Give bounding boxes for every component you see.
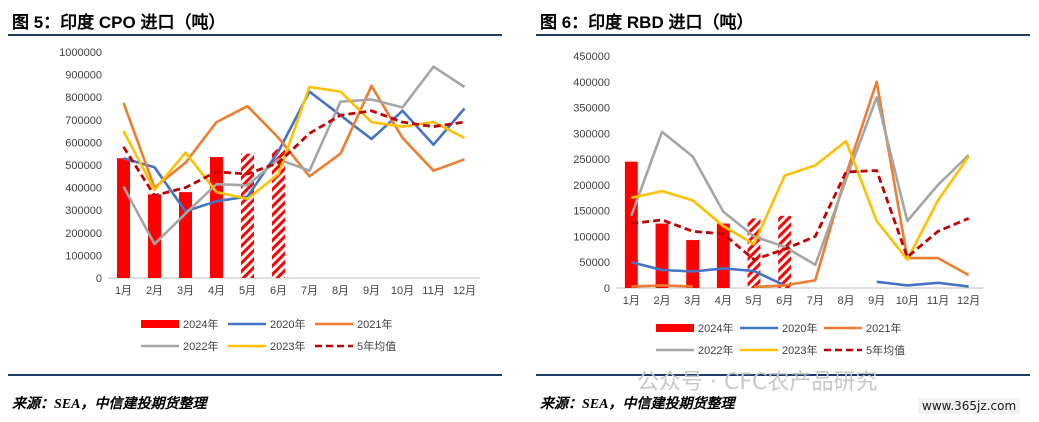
x-tick-label: 2月 bbox=[653, 295, 670, 307]
legend-label: 2020年 bbox=[270, 317, 305, 331]
bar-2024年 bbox=[716, 223, 730, 288]
x-tick-label: 6月 bbox=[776, 295, 793, 307]
chart-title: 图 6：印度 RBD 进口（吨） bbox=[540, 13, 754, 32]
title-divider bbox=[8, 34, 502, 36]
bar-2024年 bbox=[686, 240, 700, 288]
line-series-2023年 bbox=[631, 139, 970, 261]
y-tick-label: 900000 bbox=[65, 70, 102, 82]
x-tick-label: 2月 bbox=[146, 285, 163, 297]
chart-panel-cpo: 图 5：印度 CPO 进口（吨） 0 100000 200000 300000 4000… bbox=[8, 0, 508, 422]
y-tick-label: 0 bbox=[604, 283, 610, 295]
legend-swatch bbox=[656, 324, 694, 332]
legend-label: 2023年 bbox=[270, 339, 305, 353]
line-series-2021年 bbox=[631, 80, 970, 289]
x-tick-label: 8月 bbox=[332, 285, 349, 297]
bar-2024年 bbox=[147, 194, 162, 278]
chart-title: 图 5：印度 CPO 进口（吨） bbox=[12, 13, 226, 32]
y-tick-label: 100000 bbox=[573, 231, 610, 243]
bar-2024年 bbox=[778, 215, 792, 288]
y-tick-label: 150000 bbox=[573, 206, 610, 218]
x-tick-label: 12月 bbox=[957, 295, 980, 307]
y-tick-label: 400000 bbox=[573, 77, 610, 89]
y-tick-label: 0 bbox=[96, 273, 102, 285]
x-tick-label: 7月 bbox=[807, 295, 824, 307]
y-tick-label: 600000 bbox=[65, 137, 102, 149]
y-tick-label: 200000 bbox=[573, 180, 610, 192]
line-series-2022年 bbox=[630, 95, 970, 267]
legend-label: 2024年 bbox=[183, 317, 218, 331]
x-tick-label: 3月 bbox=[177, 285, 194, 297]
line-series-2020年 bbox=[123, 90, 466, 213]
legend-label: 2022年 bbox=[183, 339, 218, 353]
line-series-2020年 bbox=[630, 260, 969, 288]
y-tick-label: 350000 bbox=[573, 103, 610, 115]
x-tick-label: 9月 bbox=[363, 285, 380, 297]
legend-label: 5年均值 bbox=[866, 343, 905, 357]
bar-2024年 bbox=[271, 149, 286, 278]
x-tick-label: 5月 bbox=[239, 285, 256, 297]
y-tick-label: 300000 bbox=[65, 205, 102, 217]
x-tick-label: 10月 bbox=[896, 295, 919, 307]
y-tick-label: 1000000 bbox=[59, 47, 102, 59]
y-tick-label: 450000 bbox=[573, 51, 610, 63]
y-tick-label: 200000 bbox=[65, 228, 102, 240]
site-url: www.365jz.com bbox=[918, 398, 1021, 414]
x-tick-label: 3月 bbox=[684, 295, 701, 307]
legend-label: 2023年 bbox=[782, 343, 817, 357]
line-series-2023年 bbox=[122, 85, 466, 201]
y-tick-label: 100000 bbox=[65, 250, 102, 262]
cpo-import-chart: 0 100000 200000 300000 400000 500000 600000 700… bbox=[59, 47, 480, 353]
bar-2024年 bbox=[624, 161, 638, 288]
x-tick-label: 4月 bbox=[208, 285, 225, 297]
y-tick-label: 500000 bbox=[65, 160, 102, 172]
y-tick-label: 250000 bbox=[573, 154, 610, 166]
line-series-5年均值 bbox=[122, 109, 465, 197]
y-tick-label: 300000 bbox=[573, 128, 610, 140]
y-tick-label: 50000 bbox=[579, 257, 610, 269]
x-tick-label: 5月 bbox=[745, 295, 762, 307]
x-tick-label: 6月 bbox=[270, 285, 287, 297]
x-tick-label: 11月 bbox=[927, 295, 949, 307]
source-note: 来源：SEA，中信建投期货整理 bbox=[540, 397, 735, 412]
x-tick-label: 9月 bbox=[868, 295, 885, 307]
legend-label: 5年均值 bbox=[357, 339, 396, 353]
line-series-2022年 bbox=[122, 65, 466, 246]
legend-swatch bbox=[141, 320, 179, 328]
legend-label: 2021年 bbox=[866, 321, 901, 335]
legend-label: 2021年 bbox=[357, 317, 392, 331]
y-tick-label: 400000 bbox=[65, 183, 102, 195]
x-tick-label: 7月 bbox=[301, 285, 318, 297]
x-tick-label: 4月 bbox=[715, 295, 732, 307]
legend-label: 2022年 bbox=[698, 343, 733, 357]
y-tick-label: 800000 bbox=[65, 92, 102, 104]
bar-2024年 bbox=[178, 192, 193, 278]
source-divider bbox=[8, 374, 502, 376]
bar-2024年 bbox=[209, 157, 224, 278]
bar-2024年 bbox=[747, 218, 761, 288]
bar-2024年 bbox=[655, 223, 669, 288]
legend-label: 2024年 bbox=[698, 321, 733, 335]
source-divider bbox=[536, 374, 1030, 376]
line-series-2021年 bbox=[122, 84, 465, 189]
rbd-import-chart: 0 50000 100000 150000 200000 250000 300000 3500… bbox=[573, 51, 984, 357]
chart-panel-rbd: 图 6：印度 RBD 进口（吨） 0 50000 100000 150000 20000… bbox=[536, 0, 1036, 422]
x-tick-label: 1月 bbox=[623, 295, 640, 307]
x-tick-label: 11月 bbox=[422, 285, 444, 297]
x-tick-label: 1月 bbox=[115, 285, 132, 297]
title-divider bbox=[536, 34, 1030, 36]
bar-2024年 bbox=[116, 158, 131, 278]
source-note: 来源：SEA，中信建投期货整理 bbox=[12, 397, 207, 412]
line-series-5年均值 bbox=[631, 169, 970, 261]
watermark-text: 公众号 · CFC农产品研究 bbox=[637, 370, 878, 395]
x-tick-label: 8月 bbox=[837, 295, 854, 307]
x-tick-label: 10月 bbox=[391, 285, 414, 297]
y-tick-label: 700000 bbox=[65, 115, 102, 127]
legend-label: 2020年 bbox=[782, 321, 817, 335]
x-tick-label: 12月 bbox=[453, 285, 476, 297]
